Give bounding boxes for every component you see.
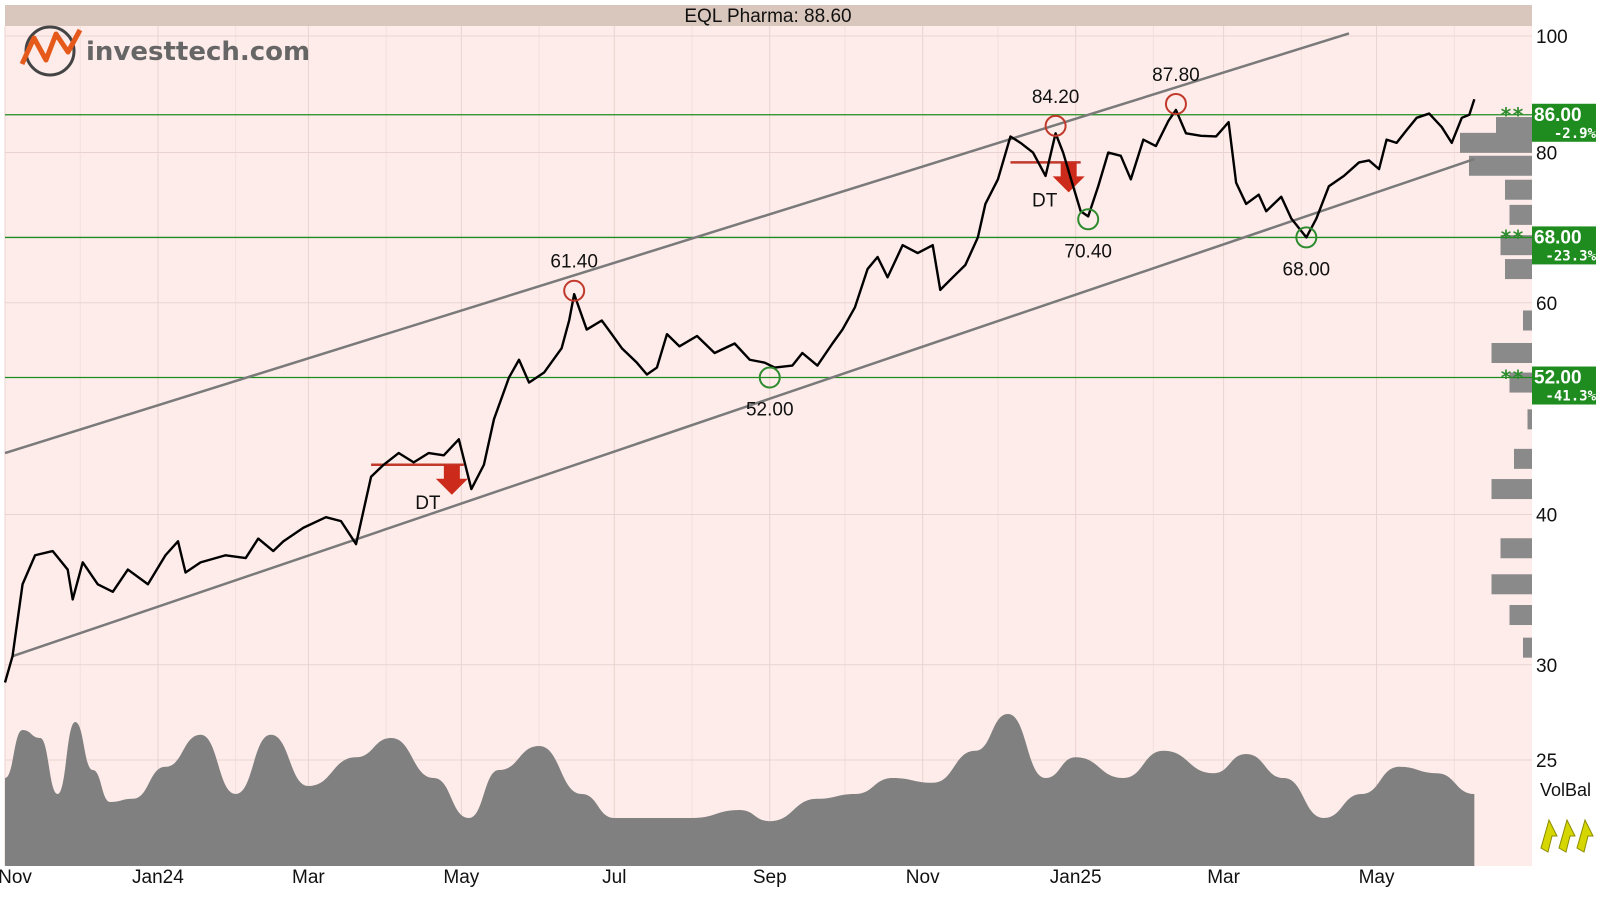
pattern-label: DT	[415, 493, 441, 514]
volume-profile-bar	[1491, 479, 1532, 500]
bottom-marker	[758, 366, 781, 389]
logo-text: investtech.com	[86, 37, 310, 67]
level-percent-label: -23.3%	[1545, 248, 1596, 264]
peak-value-label: 70.40	[1064, 241, 1112, 262]
price-line	[3, 98, 1476, 683]
investtech-logo-icon	[19, 25, 83, 77]
down-arrow-icon	[435, 464, 468, 495]
y-tick-label: 60	[1536, 294, 1557, 315]
price-series	[3, 98, 1476, 683]
chart-title: EQL Pharma: 88.60	[684, 6, 851, 27]
volume-profile-bar	[1527, 409, 1532, 430]
volume-profile-bar	[1523, 637, 1532, 658]
y-axis-labels: 100 80 60 40 30 25	[1536, 27, 1568, 772]
level-percent-label: -2.9%	[1554, 126, 1597, 142]
x-tick-label: Sep	[753, 867, 787, 888]
y-tick-label: 80	[1536, 144, 1557, 165]
y-tick-label: 40	[1536, 506, 1557, 527]
level-badge	[1532, 226, 1596, 265]
level-badge	[1532, 103, 1596, 142]
peak-value-label: 61.40	[550, 252, 598, 273]
level-star-marker: **	[1500, 366, 1524, 390]
level-value-label: 86.00	[1534, 105, 1582, 126]
grid-lines	[4, 26, 1532, 866]
volume-profile-bar	[1514, 448, 1532, 469]
volume-profile-bar	[1509, 204, 1532, 225]
level-percent-label: -41.3%	[1545, 389, 1596, 405]
volbal-label: VolBal	[1540, 780, 1591, 800]
peak-value-label: 68.00	[1283, 259, 1331, 280]
x-tick-label: Jan24	[132, 867, 184, 888]
volume-profile-bar	[1469, 155, 1532, 176]
up-arrow-icon	[1540, 818, 1558, 853]
pattern-markers: DT DT	[371, 161, 1085, 514]
x-tick-label: Mar	[292, 867, 325, 888]
volume-profile-bar	[1509, 605, 1532, 626]
volume-profile-bar	[1500, 235, 1532, 256]
volume-profile-bar	[1523, 310, 1532, 331]
x-tick-label: May	[1359, 867, 1395, 888]
level-badge	[1532, 366, 1596, 405]
down-arrow-icon	[1052, 162, 1085, 193]
y-tick-label: 25	[1536, 751, 1557, 772]
level-value-label: 68.00	[1534, 227, 1582, 248]
volume-profile-bar	[1491, 574, 1532, 595]
bottom-marker	[1295, 226, 1318, 249]
channel-lower-line	[12, 157, 1475, 658]
volume-balance-fill	[5, 714, 1475, 866]
peak-marker	[1164, 92, 1187, 115]
peak-value-label: 84.20	[1032, 87, 1080, 108]
level-value-label: 52.00	[1534, 368, 1582, 389]
y-tick-label: 100	[1536, 27, 1568, 48]
volume-profile-bar	[1496, 117, 1532, 138]
x-tick-label: Mar	[1207, 867, 1240, 888]
volume-balance-area	[5, 714, 1475, 866]
trend-channel	[4, 32, 1475, 658]
x-tick-label: Jan25	[1050, 867, 1102, 888]
peak-value-label: 87.80	[1152, 65, 1200, 86]
volume-profile	[1460, 117, 1532, 658]
channel-upper-line	[4, 32, 1350, 455]
y-tick-label: 30	[1536, 656, 1557, 677]
plot-area	[5, 26, 1532, 866]
x-tick-label: Jul	[602, 867, 626, 888]
title-bar	[5, 5, 1532, 26]
peak-marker	[563, 279, 586, 302]
peak-markers: 61.40 84.20 87.80 52.00 70.40 68.00	[550, 65, 1330, 421]
up-arrow-icon	[1576, 818, 1594, 853]
level-star-marker: **	[1500, 103, 1524, 127]
investtech-logo: investtech.com	[19, 25, 310, 77]
bottom-marker	[1077, 208, 1100, 231]
level-star-marker: **	[1500, 225, 1524, 249]
volbal-signal-icons	[1540, 818, 1594, 853]
x-tick-label: May	[443, 867, 479, 888]
support-resistance-levels: 86.00-2.9%**68.00-23.3%**52.00-41.3%**	[5, 103, 1597, 405]
volume-profile-bar	[1491, 342, 1532, 363]
x-tick-label: Nov	[906, 867, 940, 888]
volume-profile-bar	[1500, 538, 1532, 559]
volume-profile-bar	[1460, 132, 1532, 153]
volume-profile-bar	[1505, 259, 1532, 280]
x-tick-label: Nov	[0, 867, 32, 888]
up-arrow-icon	[1558, 818, 1576, 853]
pattern-label: DT	[1032, 190, 1058, 211]
x-axis-labels: Nov Jan24 Mar May Jul Sep Nov Jan25 Mar May	[0, 867, 1395, 888]
volume-profile-bar	[1505, 179, 1532, 200]
peak-marker	[1044, 114, 1067, 137]
peak-value-label: 52.00	[746, 400, 794, 421]
